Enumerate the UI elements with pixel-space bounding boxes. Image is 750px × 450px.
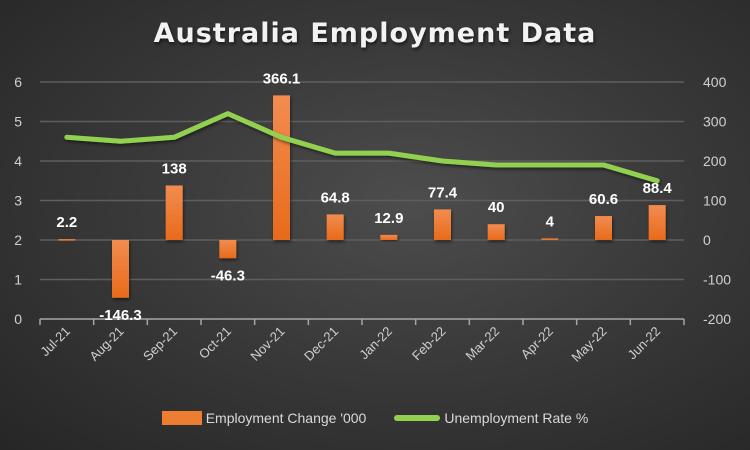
bar-employment-change[interactable]: [219, 240, 237, 259]
bar-data-label: 60.6: [589, 191, 618, 208]
bar-employment-change[interactable]: [595, 216, 612, 240]
x-axis-label: Mar-22: [463, 324, 503, 364]
bar-data-label: 88.4: [643, 180, 673, 197]
bar-employment-change[interactable]: [487, 224, 505, 240]
bar-data-label: 40: [488, 199, 505, 216]
x-axis-label: Dec-21: [301, 324, 341, 364]
bar-data-label: -46.3: [211, 267, 245, 284]
bar-employment-change[interactable]: [541, 238, 559, 240]
bar-employment-change[interactable]: [58, 239, 76, 241]
bar-employment-change[interactable]: [273, 95, 290, 240]
legend: Employment Change '000 Unemployment Rate…: [0, 410, 750, 426]
left-axis-tick: 0: [14, 311, 22, 327]
bar-swatch-icon: [161, 411, 202, 425]
bar-data-label: 12.9: [374, 210, 403, 227]
x-axis-label: Jan-22: [356, 324, 395, 363]
legend-item-unemployment-rate[interactable]: Unemployment Rate %: [394, 410, 588, 426]
x-axis-label: Nov-21: [247, 324, 287, 364]
bar-data-label: 138: [162, 160, 187, 177]
bar-employment-change[interactable]: [112, 240, 129, 298]
right-axis-tick: 0: [703, 232, 711, 248]
right-axis-tick: -200: [703, 311, 731, 327]
left-axis-tick: 2: [14, 232, 22, 248]
x-axis-label: May-22: [568, 324, 609, 365]
right-axis-tick: 300: [703, 114, 727, 130]
left-axis-tick: 3: [14, 193, 22, 209]
bar-employment-change[interactable]: [434, 209, 451, 240]
bar-data-label: 64.8: [321, 189, 350, 206]
left-axis-tick: 4: [14, 153, 22, 169]
line-swatch-icon: [394, 415, 441, 421]
left-axis-tick: 5: [14, 114, 22, 130]
bar-employment-change[interactable]: [648, 205, 666, 240]
x-axis-label: Oct-21: [196, 324, 234, 362]
bar-data-label: 4: [546, 213, 555, 230]
bar-data-label: 77.4: [428, 184, 458, 201]
line-unemployment-rate[interactable]: [64, 111, 660, 184]
left-axis-tick: 1: [14, 272, 22, 288]
legend-item-employment-change[interactable]: Employment Change '000: [161, 410, 367, 426]
x-axis-label: Apr-22: [518, 324, 556, 362]
bar-employment-change[interactable]: [326, 214, 344, 240]
right-axis-tick: 200: [703, 153, 727, 169]
x-axis-label: Feb-22: [409, 324, 449, 364]
x-axis-label: Aug-21: [86, 324, 126, 364]
x-axis-label: Jun-22: [625, 324, 664, 363]
x-axis-label: Jul-21: [37, 324, 73, 360]
legend-label-employment-change: Employment Change '000: [205, 410, 367, 426]
legend-label-unemployment-rate: Unemployment Rate %: [444, 410, 589, 426]
bar-employment-change[interactable]: [380, 234, 398, 240]
bar-data-label: 2.2: [56, 214, 77, 231]
bar-data-label: -146.3: [99, 307, 142, 324]
bar-employment-change[interactable]: [165, 185, 183, 240]
right-axis-tick: -100: [703, 272, 731, 288]
left-axis-tick: 6: [14, 74, 22, 90]
chart-title: Australia Employment Data: [153, 18, 597, 49]
right-axis-tick: 400: [703, 74, 727, 90]
x-axis-label: Sep-21: [140, 324, 180, 364]
bar-data-label: 366.1: [263, 70, 301, 87]
right-axis-tick: 100: [703, 193, 727, 209]
